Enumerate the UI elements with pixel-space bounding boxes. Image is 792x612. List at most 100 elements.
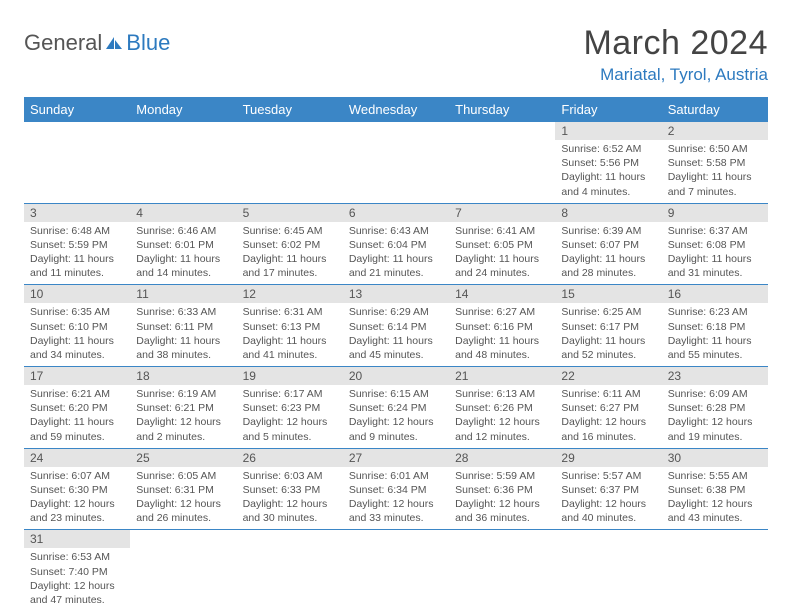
sunset-line: Sunset: 6:11 PM xyxy=(136,320,230,334)
daylight-line: Daylight: 11 hours and 34 minutes. xyxy=(30,334,124,362)
calendar-week-row: 3Sunrise: 6:48 AMSunset: 5:59 PMDaylight… xyxy=(24,203,768,285)
calendar-day-cell xyxy=(343,122,449,203)
calendar-day-cell: 22Sunrise: 6:11 AMSunset: 6:27 PMDayligh… xyxy=(555,367,661,449)
calendar-day-cell: 1Sunrise: 6:52 AMSunset: 5:56 PMDaylight… xyxy=(555,122,661,203)
calendar-day-cell: 25Sunrise: 6:05 AMSunset: 6:31 PMDayligh… xyxy=(130,448,236,530)
sunset-line: Sunset: 6:14 PM xyxy=(349,320,443,334)
day-details: Sunrise: 6:53 AMSunset: 7:40 PMDaylight:… xyxy=(24,548,130,611)
sunset-line: Sunset: 6:23 PM xyxy=(243,401,337,415)
logo-text-blue: Blue xyxy=(126,30,170,56)
calendar-day-cell: 3Sunrise: 6:48 AMSunset: 5:59 PMDaylight… xyxy=(24,203,130,285)
month-title: March 2024 xyxy=(583,24,768,63)
daylight-line: Daylight: 11 hours and 14 minutes. xyxy=(136,252,230,280)
sunset-line: Sunset: 6:02 PM xyxy=(243,238,337,252)
sunset-line: Sunset: 7:40 PM xyxy=(30,565,124,579)
day-number: 20 xyxy=(343,367,449,385)
day-details: Sunrise: 6:27 AMSunset: 6:16 PMDaylight:… xyxy=(449,303,555,366)
day-details: Sunrise: 6:43 AMSunset: 6:04 PMDaylight:… xyxy=(343,222,449,285)
day-number: 31 xyxy=(24,530,130,548)
day-number: 9 xyxy=(662,204,768,222)
daylight-line: Daylight: 12 hours and 33 minutes. xyxy=(349,497,443,525)
daylight-line: Daylight: 11 hours and 4 minutes. xyxy=(561,170,655,198)
day-number: 27 xyxy=(343,449,449,467)
calendar-day-cell xyxy=(555,530,661,611)
daylight-line: Daylight: 12 hours and 9 minutes. xyxy=(349,415,443,443)
sunrise-line: Sunrise: 6:45 AM xyxy=(243,224,337,238)
calendar-day-cell: 31Sunrise: 6:53 AMSunset: 7:40 PMDayligh… xyxy=(24,530,130,611)
daylight-line: Daylight: 11 hours and 48 minutes. xyxy=(455,334,549,362)
day-number: 13 xyxy=(343,285,449,303)
day-details: Sunrise: 5:59 AMSunset: 6:36 PMDaylight:… xyxy=(449,467,555,530)
day-details: Sunrise: 6:15 AMSunset: 6:24 PMDaylight:… xyxy=(343,385,449,448)
calendar-day-cell: 6Sunrise: 6:43 AMSunset: 6:04 PMDaylight… xyxy=(343,203,449,285)
calendar-day-cell xyxy=(449,122,555,203)
sunrise-line: Sunrise: 6:03 AM xyxy=(243,469,337,483)
day-number: 3 xyxy=(24,204,130,222)
sunrise-line: Sunrise: 6:35 AM xyxy=(30,305,124,319)
day-number: 24 xyxy=(24,449,130,467)
calendar-day-cell: 21Sunrise: 6:13 AMSunset: 6:26 PMDayligh… xyxy=(449,367,555,449)
weekday-header: Friday xyxy=(555,97,661,122)
sunset-line: Sunset: 6:36 PM xyxy=(455,483,549,497)
sunset-line: Sunset: 6:31 PM xyxy=(136,483,230,497)
day-details: Sunrise: 6:52 AMSunset: 5:56 PMDaylight:… xyxy=(555,140,661,203)
day-details: Sunrise: 6:25 AMSunset: 6:17 PMDaylight:… xyxy=(555,303,661,366)
sunrise-line: Sunrise: 6:07 AM xyxy=(30,469,124,483)
sunrise-line: Sunrise: 6:11 AM xyxy=(561,387,655,401)
sunrise-line: Sunrise: 6:27 AM xyxy=(455,305,549,319)
sunrise-line: Sunrise: 6:13 AM xyxy=(455,387,549,401)
day-details: Sunrise: 6:05 AMSunset: 6:31 PMDaylight:… xyxy=(130,467,236,530)
sunrise-line: Sunrise: 6:39 AM xyxy=(561,224,655,238)
calendar-day-cell xyxy=(130,122,236,203)
day-number: 7 xyxy=(449,204,555,222)
day-details: Sunrise: 6:45 AMSunset: 6:02 PMDaylight:… xyxy=(237,222,343,285)
day-details: Sunrise: 6:33 AMSunset: 6:11 PMDaylight:… xyxy=(130,303,236,366)
calendar-week-row: 10Sunrise: 6:35 AMSunset: 6:10 PMDayligh… xyxy=(24,285,768,367)
daylight-line: Daylight: 12 hours and 5 minutes. xyxy=(243,415,337,443)
calendar-day-cell: 27Sunrise: 6:01 AMSunset: 6:34 PMDayligh… xyxy=(343,448,449,530)
weekday-header: Thursday xyxy=(449,97,555,122)
calendar-day-cell: 14Sunrise: 6:27 AMSunset: 6:16 PMDayligh… xyxy=(449,285,555,367)
calendar-table: Sunday Monday Tuesday Wednesday Thursday… xyxy=(24,97,768,611)
daylight-line: Daylight: 11 hours and 24 minutes. xyxy=(455,252,549,280)
sunset-line: Sunset: 6:01 PM xyxy=(136,238,230,252)
day-number: 23 xyxy=(662,367,768,385)
day-number: 6 xyxy=(343,204,449,222)
sunset-line: Sunset: 6:17 PM xyxy=(561,320,655,334)
sunset-line: Sunset: 6:08 PM xyxy=(668,238,762,252)
daylight-line: Daylight: 11 hours and 21 minutes. xyxy=(349,252,443,280)
day-details: Sunrise: 6:23 AMSunset: 6:18 PMDaylight:… xyxy=(662,303,768,366)
sunset-line: Sunset: 6:05 PM xyxy=(455,238,549,252)
calendar-day-cell: 30Sunrise: 5:55 AMSunset: 6:38 PMDayligh… xyxy=(662,448,768,530)
sunrise-line: Sunrise: 6:31 AM xyxy=(243,305,337,319)
daylight-line: Daylight: 11 hours and 45 minutes. xyxy=(349,334,443,362)
calendar-day-cell: 24Sunrise: 6:07 AMSunset: 6:30 PMDayligh… xyxy=(24,448,130,530)
daylight-line: Daylight: 11 hours and 41 minutes. xyxy=(243,334,337,362)
day-details: Sunrise: 6:35 AMSunset: 6:10 PMDaylight:… xyxy=(24,303,130,366)
day-number: 4 xyxy=(130,204,236,222)
daylight-line: Daylight: 11 hours and 31 minutes. xyxy=(668,252,762,280)
weekday-header-row: Sunday Monday Tuesday Wednesday Thursday… xyxy=(24,97,768,122)
calendar-week-row: 31Sunrise: 6:53 AMSunset: 7:40 PMDayligh… xyxy=(24,530,768,611)
day-number: 12 xyxy=(237,285,343,303)
calendar-week-row: 1Sunrise: 6:52 AMSunset: 5:56 PMDaylight… xyxy=(24,122,768,203)
calendar-day-cell xyxy=(449,530,555,611)
sunrise-line: Sunrise: 6:29 AM xyxy=(349,305,443,319)
daylight-line: Daylight: 12 hours and 23 minutes. xyxy=(30,497,124,525)
sunset-line: Sunset: 6:20 PM xyxy=(30,401,124,415)
sunset-line: Sunset: 6:18 PM xyxy=(668,320,762,334)
sunset-line: Sunset: 6:26 PM xyxy=(455,401,549,415)
sunrise-line: Sunrise: 6:52 AM xyxy=(561,142,655,156)
weekday-header: Tuesday xyxy=(237,97,343,122)
daylight-line: Daylight: 12 hours and 26 minutes. xyxy=(136,497,230,525)
day-number: 28 xyxy=(449,449,555,467)
sunset-line: Sunset: 6:24 PM xyxy=(349,401,443,415)
weekday-header: Sunday xyxy=(24,97,130,122)
location-label: Mariatal, Tyrol, Austria xyxy=(583,65,768,85)
day-details: Sunrise: 6:11 AMSunset: 6:27 PMDaylight:… xyxy=(555,385,661,448)
logo-sail-icon xyxy=(104,35,124,51)
weekday-header: Monday xyxy=(130,97,236,122)
calendar-day-cell: 4Sunrise: 6:46 AMSunset: 6:01 PMDaylight… xyxy=(130,203,236,285)
sunrise-line: Sunrise: 6:19 AM xyxy=(136,387,230,401)
sunset-line: Sunset: 6:13 PM xyxy=(243,320,337,334)
